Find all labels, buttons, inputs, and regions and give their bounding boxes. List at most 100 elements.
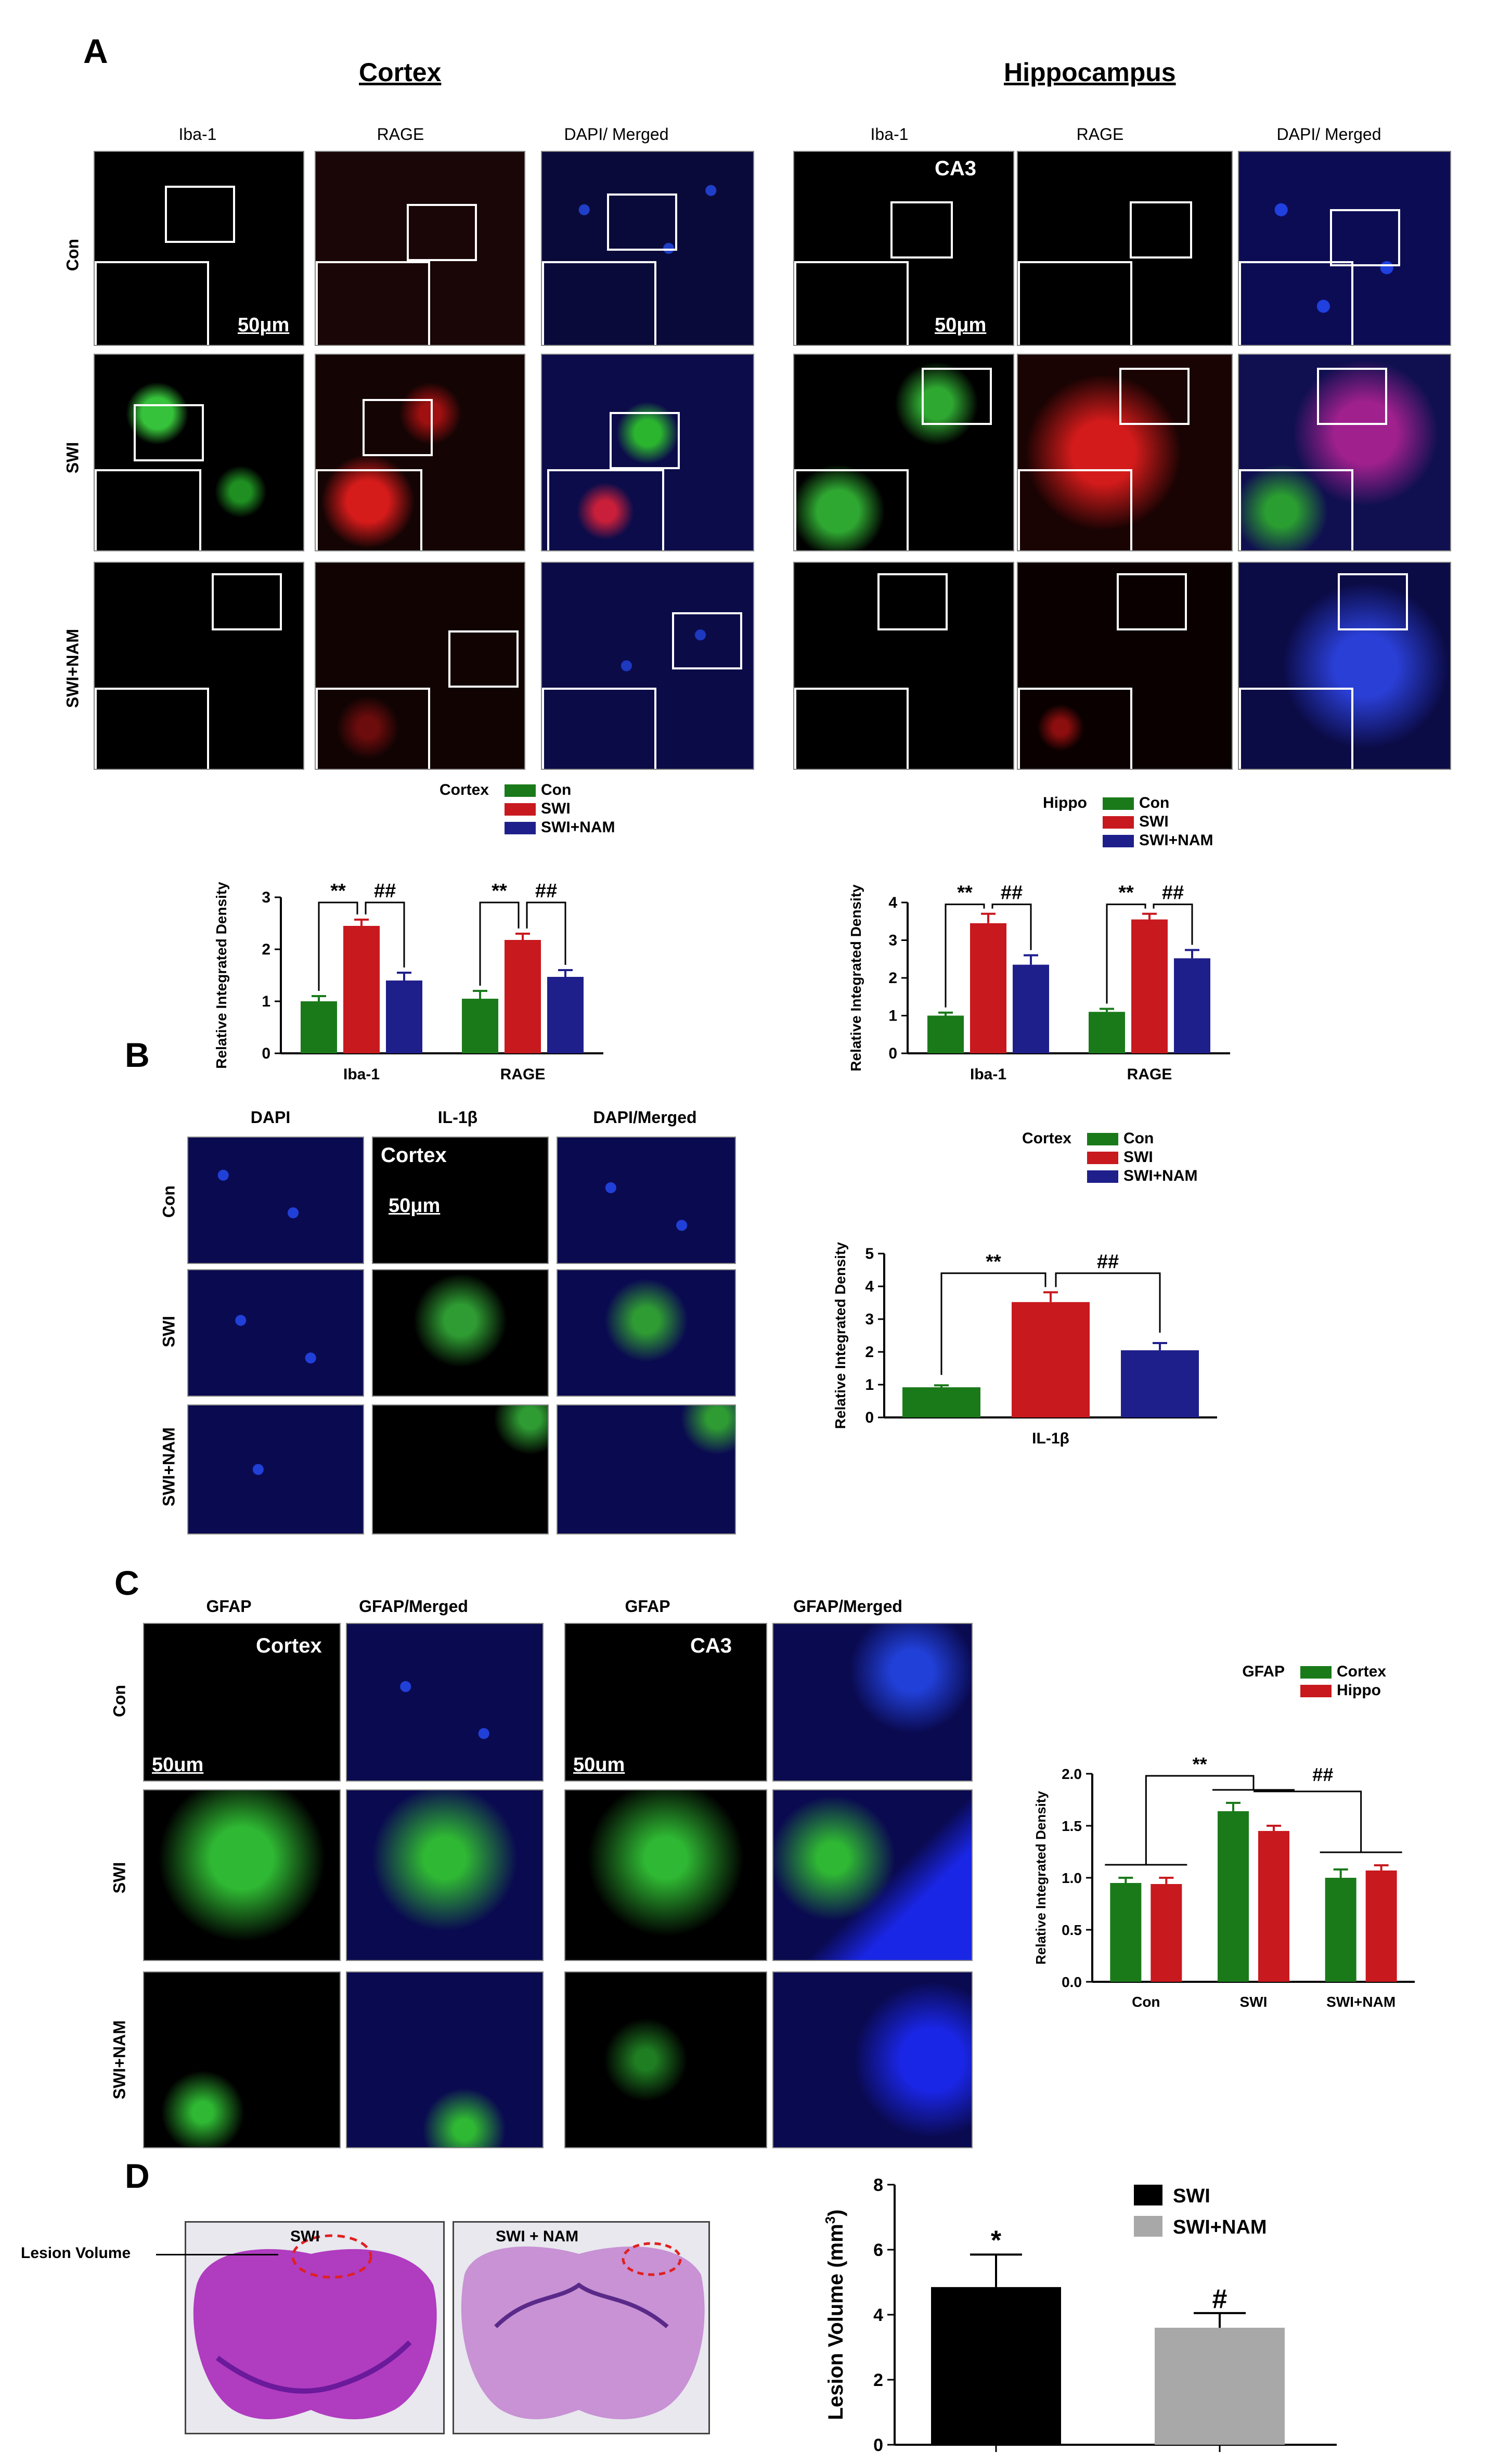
legend-swatch bbox=[1134, 2216, 1162, 2237]
ca3-tag: CA3 bbox=[935, 157, 977, 180]
significance-label: ** bbox=[1193, 1753, 1207, 1775]
c-nam-gfap-hippo-image bbox=[564, 1971, 767, 2148]
scale-bar-label: 50μm bbox=[238, 314, 290, 336]
brain-nam-drawing bbox=[461, 2242, 705, 2420]
y-tick-label: 8 bbox=[873, 2175, 883, 2195]
bar bbox=[1131, 919, 1168, 1053]
lesion-pointer-line bbox=[156, 2254, 278, 2255]
y-tick-label: 4 bbox=[873, 2305, 883, 2325]
legend-swatch bbox=[1087, 1133, 1118, 1145]
d-brain-nam-image: SWI + NAM bbox=[453, 2221, 710, 2434]
x-tick-label: RAGE bbox=[1127, 1066, 1172, 1083]
legend-swatch bbox=[1300, 1666, 1332, 1679]
panel-letter-a: A bbox=[83, 32, 108, 70]
y-tick-label: 3 bbox=[262, 889, 270, 906]
legend-title: Cortex bbox=[440, 781, 489, 798]
a-hippo-nam-rage-image bbox=[1017, 562, 1233, 770]
chart-c: 0.0 0.5 1.0 1.5 2.0 Relative Integrated Densi… bbox=[1033, 1663, 1415, 2010]
legend-swatch bbox=[1103, 797, 1134, 810]
bar bbox=[547, 977, 584, 1053]
legend-swatch bbox=[1103, 816, 1134, 829]
bar bbox=[1174, 958, 1210, 1053]
c-col-gfap-hippo: GFAP bbox=[625, 1597, 670, 1616]
b-nam-merged-image bbox=[557, 1404, 736, 1534]
a-hippo-col-merged: DAPI/ Merged bbox=[1276, 125, 1381, 144]
b-row-con: Con bbox=[159, 1185, 178, 1218]
a-hippo-swi-merged-image bbox=[1238, 354, 1451, 551]
y-tick-label: 1 bbox=[262, 993, 270, 1010]
a-row-swi: SWI bbox=[63, 442, 82, 474]
b-con-merged-image bbox=[557, 1137, 736, 1264]
a-cortex-col-merged: DAPI/ Merged bbox=[564, 125, 669, 144]
legend-label: SWI+NAM bbox=[541, 819, 615, 836]
c-con-merged-hippo-image bbox=[772, 1623, 973, 1782]
c-row-swi: SWI bbox=[110, 1862, 129, 1894]
legend-label: SWI bbox=[1139, 813, 1169, 830]
ca3-tag: CA3 bbox=[690, 1634, 732, 1657]
y-axis-label: Lesion Volume (mm3) bbox=[822, 2210, 847, 2420]
brain-swi-drawing bbox=[193, 2234, 437, 2420]
significance-label: ## bbox=[1001, 882, 1023, 904]
significance-bracket bbox=[1106, 904, 1146, 1004]
a-cortex-con-iba1-image: 50μm bbox=[94, 151, 304, 346]
c-swi-merged-cortex-image bbox=[346, 1789, 544, 1961]
a-cortex-swi-merged-image bbox=[541, 354, 754, 551]
a-hippo-con-iba1-image: CA3 50μm bbox=[793, 151, 1014, 346]
x-tick-label: Iba-1 bbox=[970, 1066, 1006, 1083]
y-tick-label: 0 bbox=[873, 2435, 883, 2455]
panel-letter-b: B bbox=[125, 1036, 150, 1074]
cortex-title: Cortex bbox=[359, 58, 442, 87]
y-tick-label: 2 bbox=[865, 1344, 874, 1361]
x-tick-label: RAGE bbox=[500, 1066, 546, 1083]
bar bbox=[970, 923, 1006, 1053]
chart-d: 0 2 4 6 8 Lesion Volume (mm3) * # SWI SWI+NAM bbox=[822, 2175, 1337, 2455]
a-cortex-con-rage-image bbox=[315, 151, 525, 346]
a-cortex-nam-merged-image bbox=[541, 562, 754, 770]
significance-bracket bbox=[1055, 1272, 1161, 1333]
a-cortex-nam-iba1-image bbox=[94, 562, 304, 770]
c-row-swi-nam: SWI+NAM bbox=[110, 2020, 129, 2099]
c-con-merged-cortex-image bbox=[346, 1623, 544, 1782]
legend-swatch bbox=[1134, 2185, 1162, 2205]
y-tick-label: 0 bbox=[888, 1045, 897, 1062]
c-col-gfap-merged-hippo: GFAP/Merged bbox=[793, 1597, 902, 1616]
a-cortex-nam-rage-image bbox=[315, 562, 525, 770]
legend-label: Con bbox=[1123, 1130, 1154, 1147]
significance-label: ## bbox=[535, 880, 557, 902]
chart-a-cortex: 0 1 2 3 Relative Integrated Density Iba-1 RAGE… bbox=[213, 781, 615, 1083]
scale-bar-label: 50um bbox=[573, 1754, 625, 1776]
b-nam-dapi-image bbox=[187, 1404, 364, 1534]
legend-swatch bbox=[1103, 835, 1134, 847]
legend-swatch bbox=[1300, 1685, 1332, 1697]
bar bbox=[931, 2287, 1061, 2445]
bar bbox=[343, 926, 380, 1053]
significance-bracket bbox=[1153, 904, 1193, 945]
a-row-swi-nam: SWI+NAM bbox=[63, 629, 82, 708]
a-cortex-swi-rage-image bbox=[315, 354, 525, 551]
panel-letter-d: D bbox=[125, 2157, 150, 2195]
y-axis-label: Relative Integrated Density bbox=[213, 882, 229, 1069]
legend-swatch bbox=[505, 822, 536, 834]
chart-a-hippo: 0 1 2 3 4 Relative Integrated Density Iba-1 RAG… bbox=[848, 794, 1230, 1083]
significance-label: # bbox=[1212, 2284, 1227, 2314]
significance-label: ## bbox=[1312, 1764, 1333, 1785]
b-row-swi-nam: SWI+NAM bbox=[159, 1427, 178, 1506]
c-nam-merged-cortex-image bbox=[346, 1971, 544, 2148]
bar bbox=[1325, 1878, 1356, 1982]
bar bbox=[1218, 1811, 1249, 1982]
legend-swatch bbox=[1087, 1152, 1118, 1164]
significance-bracket bbox=[1254, 1790, 1362, 1852]
b-con-dapi-image bbox=[187, 1137, 364, 1264]
legend-title: GFAP bbox=[1242, 1663, 1285, 1680]
y-tick-label: 0 bbox=[262, 1045, 270, 1062]
a-cortex-swi-iba1-image bbox=[94, 354, 304, 551]
legend-label: SWI+NAM bbox=[1123, 1167, 1198, 1184]
b-col-il1b: IL-1β bbox=[437, 1108, 478, 1127]
significance-label: * bbox=[991, 2225, 1002, 2255]
c-col-gfap-merged-cortex: GFAP/Merged bbox=[359, 1597, 468, 1616]
y-tick-label: 2 bbox=[873, 2370, 883, 2390]
significance-label: ** bbox=[1118, 882, 1134, 904]
a-hippo-con-merged-image bbox=[1238, 151, 1451, 346]
legend-label: SWI bbox=[1123, 1149, 1153, 1166]
y-tick-label: 5 bbox=[865, 1245, 874, 1262]
